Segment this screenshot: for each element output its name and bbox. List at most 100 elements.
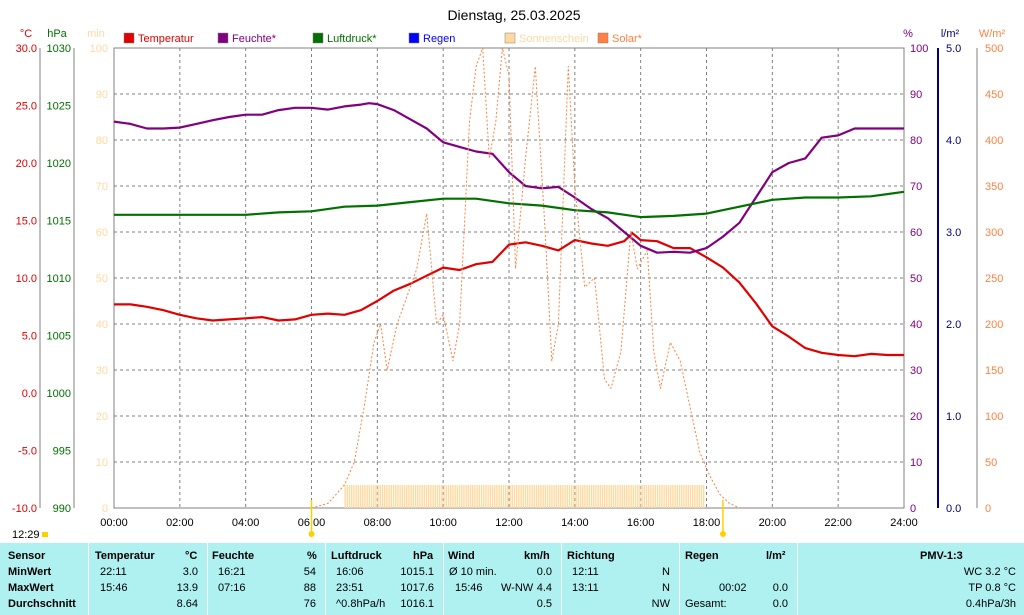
pressure-tick-label: 1015 [47, 216, 71, 228]
solar-tick-label: 100 [985, 411, 1003, 423]
sunshine-bar [425, 485, 428, 508]
sunshine-bar [623, 485, 626, 508]
pressure-tick-label: 990 [53, 503, 71, 515]
max-dir-time: 13:11 [572, 582, 599, 594]
header-wind-unit: km/h [524, 550, 550, 562]
sunshine-bar [399, 485, 401, 508]
legend-label: Luftdruck* [327, 33, 377, 45]
solar-tick-label: 400 [985, 135, 1003, 147]
sunshine-bar [643, 485, 646, 508]
sunshine-bar [661, 485, 663, 508]
legend-swatch [123, 32, 135, 44]
sunshine-bar [544, 485, 547, 508]
avg-pmv-val: 0.4hPa/3h [965, 598, 1016, 610]
sunshine-bar [533, 485, 536, 508]
grid [114, 48, 904, 508]
time-marker-label: 12:29 [12, 529, 40, 541]
sunshine-tick-label: 50 [96, 273, 108, 285]
temp-tick-label: 30.0 [16, 43, 37, 55]
sunshine-bar [520, 485, 522, 508]
legend-swatch [217, 32, 229, 44]
sunshine-bar [689, 485, 692, 508]
avg-dir-val: NW [651, 598, 670, 610]
legend-swatch [504, 32, 516, 44]
sunshine-bar [518, 485, 520, 508]
sunshine-bar [606, 485, 608, 508]
time-marker-dot [42, 532, 48, 537]
sunshine-bar [637, 485, 639, 508]
max-rain-val: 0.0 [772, 582, 788, 594]
sunshine-bar [531, 485, 533, 508]
header-pmv: PMV-1:3 [920, 550, 963, 562]
sunshine-bar [368, 485, 371, 508]
sunshine-bar [478, 485, 481, 508]
sunshine-bar [573, 485, 575, 508]
sunshine-bar [524, 485, 527, 508]
sunshine-bar [557, 485, 560, 508]
solar-tick-label: 150 [985, 365, 1003, 377]
sunshine-bar [355, 485, 357, 508]
sunshine-bar [588, 485, 591, 508]
solar-axis-unit: W/m² [979, 28, 1006, 40]
sunshine-bar [472, 485, 474, 508]
sunshine-bar [353, 485, 355, 508]
sunshine-bar [373, 485, 375, 508]
pressure-tick-label: 995 [53, 446, 71, 458]
humidity-tick-label: 50 [910, 273, 922, 285]
series-line-temperatur [114, 232, 904, 358]
sunshine-bar [458, 485, 461, 508]
sunshine-bar [672, 485, 674, 508]
header-wind: Wind [448, 550, 475, 562]
max-wind-time: 15:46 [455, 582, 483, 594]
max-press-val: 1017.6 [400, 582, 434, 594]
humidity-tick-label: 70 [910, 181, 922, 193]
row-label-max: MaxWert [8, 582, 54, 594]
sunshine-bar [381, 485, 384, 508]
solar-tick-label: 250 [985, 273, 1003, 285]
legend-label: Sonnenschein [519, 33, 589, 45]
legend-swatch [408, 32, 420, 44]
sunshine-bar [683, 485, 685, 508]
header-richtung: Richtung [567, 550, 615, 562]
temp-tick-label: -5.0 [18, 446, 37, 458]
solar-tick-label: 0 [985, 503, 991, 515]
sunshine-bar [527, 485, 529, 508]
sunshine-bar [568, 485, 571, 508]
max-temp-time: 15:46 [100, 582, 128, 594]
humidity-axis-unit: % [903, 28, 913, 40]
right-axes: % l/m² W/m²10090807060504030201005.04.03.0… [903, 28, 1005, 515]
time-markers: 12:29 [12, 500, 726, 541]
sunshine-bar [494, 485, 496, 508]
sunshine-bar [656, 485, 659, 508]
legend-label: Solar* [612, 33, 643, 45]
weather-chart: Dienstag, 25.03.2025 Temperatur Feuchte* L… [11, 7, 1006, 541]
pressure-tick-label: 1010 [47, 273, 71, 285]
rain-tick-label: 4.0 [946, 135, 961, 147]
sunshine-bar [467, 485, 470, 508]
sunshine-axis-unit: min [87, 28, 105, 40]
rain-total-val: 0.0 [772, 598, 788, 610]
humidity-tick-label: 40 [910, 319, 922, 331]
min-press-time: 16:06 [336, 566, 364, 578]
sunshine-bar [447, 485, 450, 508]
sunshine-bar [604, 485, 606, 508]
series-line-feuchte [113, 102, 904, 254]
sunshine-bar [395, 485, 397, 508]
sunshine-bar [667, 485, 670, 508]
sunshine-bar [384, 485, 386, 508]
sunshine-bar [441, 485, 443, 508]
sunshine-bar [513, 485, 516, 508]
sunshine-bar [489, 485, 492, 508]
temp-axis-unit: °C [20, 28, 32, 40]
sunshine-bar [621, 485, 624, 508]
humidity-tick-label: 60 [910, 227, 922, 239]
max-temp-val: 13.9 [176, 582, 198, 594]
sunshine-bar [615, 485, 617, 508]
sunshine-tick-label: 40 [96, 319, 108, 331]
sunshine-bar [562, 485, 564, 508]
sunshine-bar [555, 485, 558, 508]
header-feuchte-unit: % [307, 550, 317, 562]
min-temp-time: 22:11 [100, 566, 127, 578]
sunshine-bar [599, 485, 602, 508]
sunshine-bar [553, 485, 555, 508]
